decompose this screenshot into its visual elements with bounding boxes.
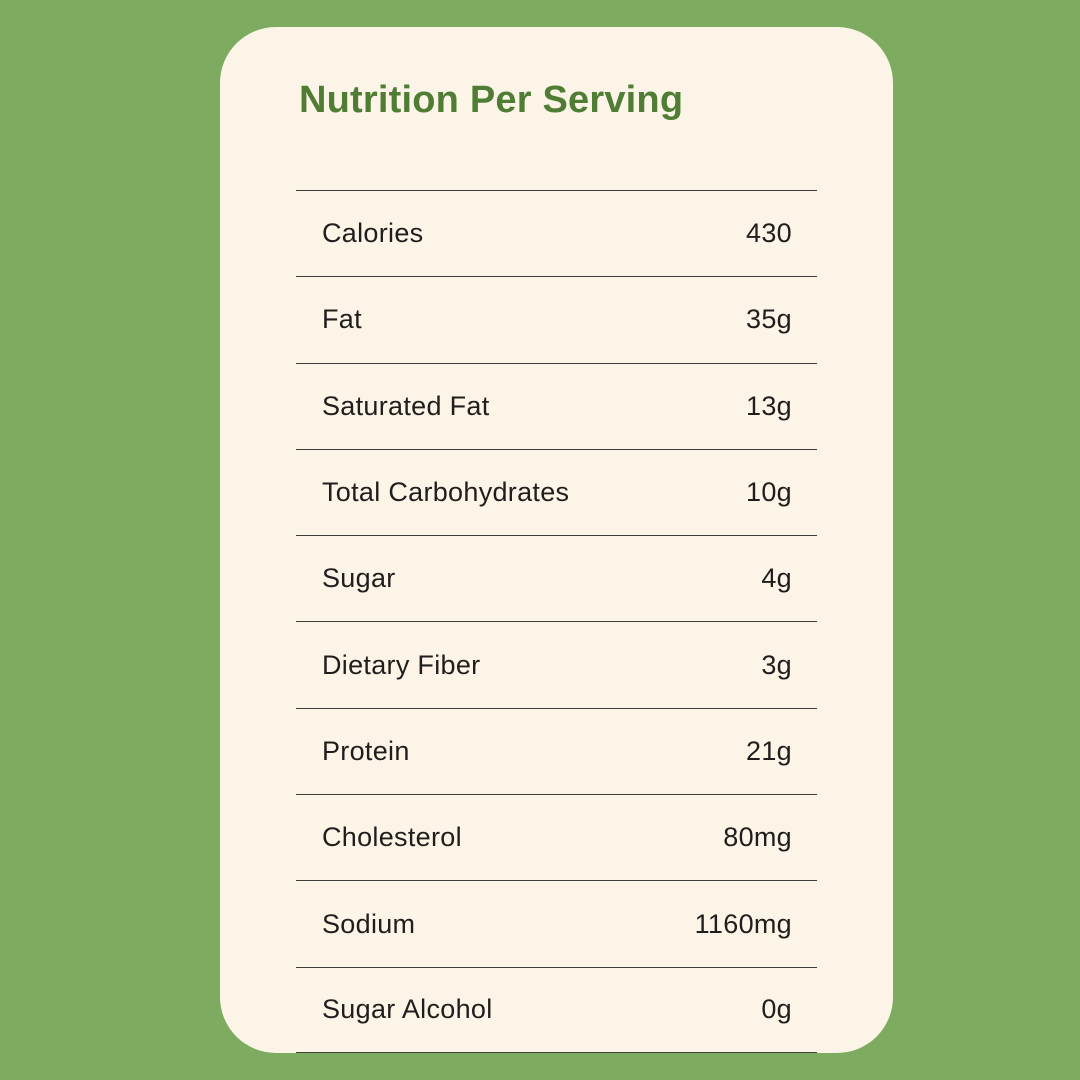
nutrient-value: 3g bbox=[761, 649, 792, 680]
table-row: Sugar Alcohol 0g bbox=[296, 966, 817, 1053]
nutrient-label: Fat bbox=[322, 304, 362, 335]
nutrient-label: Saturated Fat bbox=[322, 390, 490, 421]
table-row: Sodium 1160mg bbox=[296, 880, 817, 966]
nutrient-label: Protein bbox=[322, 735, 410, 766]
nutrient-value: 21g bbox=[746, 735, 792, 766]
table-row: Sugar 4g bbox=[296, 535, 817, 621]
nutrition-table: Calories 430 Fat 35g Saturated Fat 13g T… bbox=[296, 190, 817, 1053]
nutrient-value: 1160mg bbox=[694, 908, 792, 939]
nutrient-label: Dietary Fiber bbox=[322, 649, 481, 680]
nutrient-label: Cholesterol bbox=[322, 822, 462, 853]
nutrient-value: 4g bbox=[761, 563, 792, 594]
nutrient-value: 80mg bbox=[723, 822, 792, 853]
table-row: Cholesterol 80mg bbox=[296, 794, 817, 880]
nutrient-value: 0g bbox=[761, 994, 792, 1025]
table-row: Dietary Fiber 3g bbox=[296, 621, 817, 707]
nutrient-value: 10g bbox=[746, 477, 792, 508]
nutrient-label: Sugar bbox=[322, 563, 396, 594]
table-row: Protein 21g bbox=[296, 707, 817, 794]
nutrient-label: Total Carbohydrates bbox=[322, 477, 570, 508]
nutrient-value: 13g bbox=[746, 390, 792, 421]
table-row: Total Carbohydrates 10g bbox=[296, 448, 817, 535]
card-title: Nutrition Per Serving bbox=[299, 79, 684, 121]
nutrient-label: Sodium bbox=[322, 908, 416, 939]
table-row: Calories 430 bbox=[296, 190, 817, 276]
table-row: Saturated Fat 13g bbox=[296, 362, 817, 449]
nutrient-label: Calories bbox=[322, 218, 424, 249]
nutrient-value: 35g bbox=[746, 304, 792, 335]
nutrition-card: Nutrition Per Serving Calories 430 Fat 3… bbox=[220, 27, 893, 1053]
nutrient-label: Sugar Alcohol bbox=[322, 994, 493, 1025]
nutrient-value: 430 bbox=[746, 218, 792, 249]
table-row: Fat 35g bbox=[296, 276, 817, 362]
